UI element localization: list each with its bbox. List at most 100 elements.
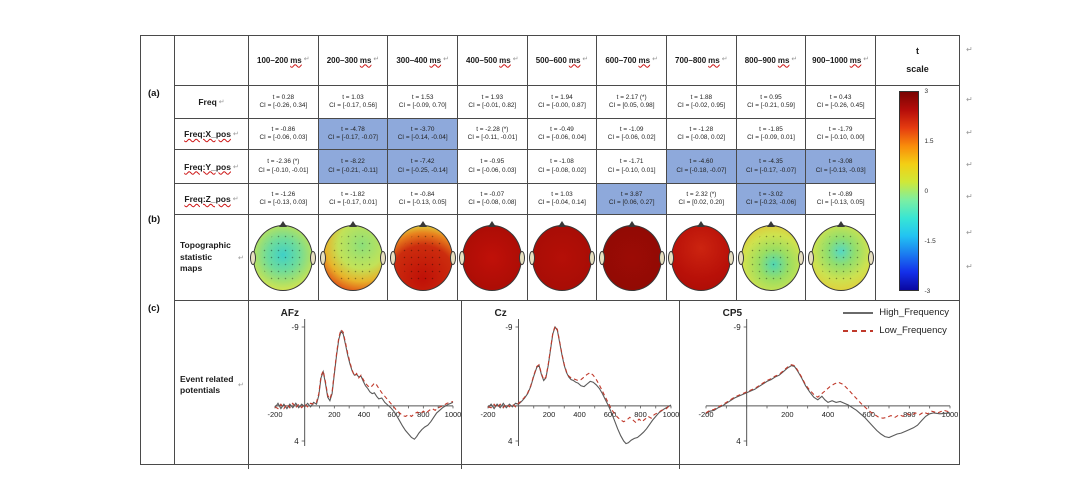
svg-text:CP5: CP5 — [723, 308, 743, 319]
t-scale-colorbar-cell: 3 1.5 0 -1.5 -3 — [875, 86, 959, 301]
head-right-ear-icon — [588, 250, 595, 265]
header-unit: ms — [638, 55, 651, 65]
t-scale-header-line1: t — [915, 46, 919, 57]
header-range: 400–500 — [466, 55, 498, 65]
head-right-ear-icon — [728, 250, 735, 265]
t-value: t = -0.86 — [271, 125, 296, 133]
figure-panel: (a) (b) (c) 100–200 ms ↵ 200–300 ms ↵ 300–400 m… — [140, 35, 960, 469]
erp-legend: High_Frequency Low_Frequency — [843, 307, 949, 343]
header-unit: ms — [849, 55, 862, 65]
t-scale-header: t scale — [875, 36, 959, 86]
svg-text:-9: -9 — [734, 323, 742, 332]
row-label-text: Freq:X_pos — [184, 129, 231, 139]
head-right-ear-icon — [797, 250, 804, 265]
head-nose-icon — [697, 220, 706, 227]
stat-cell: t = -3.02 CI = [-0.23, -0.06] — [736, 184, 807, 215]
electrode-dots — [818, 232, 863, 283]
stat-cell: t = -1.09 CI = [-0.06, 0.02] — [597, 119, 667, 150]
header-unit: ms — [429, 55, 442, 65]
stat-cell: t = 1.03 CI = [-0.17, 0.56] — [318, 86, 389, 119]
svg-text:-200: -200 — [267, 410, 282, 419]
stat-cell: t = -0.86 CI = [-0.06, 0.03] — [249, 119, 319, 150]
t-value: t = 1.03 — [551, 190, 573, 198]
return-mark: ↵ — [232, 196, 239, 203]
stat-cell: t = -1.08 CI = [-0.08, 0.02] — [527, 150, 598, 184]
legend-dashed-line-icon — [843, 329, 874, 332]
return-mark: ↵ — [238, 254, 244, 262]
ci-value: CI = [-0.13, 0.03] — [259, 199, 308, 206]
panel-marker-c: (c) — [148, 303, 160, 314]
colorbar-tick-label: -3 — [924, 288, 931, 295]
stat-cell: t = -1.71 CI = [-0.10, 0.01] — [597, 150, 667, 184]
stat-cell: t = -4.35 CI = [-0.17, -0.07] — [736, 150, 807, 184]
t-value: t = 0.43 — [829, 93, 852, 101]
header-range: 100–200 — [257, 55, 289, 65]
stat-cell: t = 2.17 (*) CI = [0.05, 0.98] — [597, 86, 667, 119]
ci-value: CI = [-0.09, 0.01] — [747, 134, 795, 141]
header-unit: ms — [359, 55, 372, 65]
head-nose-icon — [836, 220, 845, 227]
colorbar-tick-label: 3 — [924, 88, 929, 95]
t-value: t = 3.87 — [620, 190, 643, 198]
header-unit: ms — [499, 55, 511, 65]
erp-row-label-text: Event related potentials — [180, 373, 234, 395]
head-right-ear-icon — [519, 250, 526, 265]
topo-map-cell — [249, 215, 319, 301]
return-mark: ↵ — [721, 56, 728, 64]
t-value: t = -1.85 — [759, 125, 783, 133]
ci-value: CI = [-0.17, -0.07] — [328, 134, 378, 141]
ci-value: CI = [-0.08, 0.02] — [677, 134, 726, 141]
topo-head-map — [459, 220, 526, 291]
time-window-header: 500–600 ms ↵ — [527, 36, 598, 86]
return-mark: ↵ — [582, 56, 589, 64]
t-value: t = -4.60 — [689, 158, 714, 166]
stat-cell: t = -1.26 CI = [-0.13, 0.03] — [249, 184, 319, 215]
row-label-freq-y-pos: Freq:Y_pos ↵ — [175, 150, 249, 184]
ci-value: CI = [-0.25, -0.14] — [397, 166, 448, 174]
stat-cell: t = -7.42 CI = [-0.25, -0.14] — [388, 150, 458, 184]
erp-row-label: Event related potentials ↵ — [175, 301, 249, 469]
ci-value: CI = [0.02, 0.20] — [678, 199, 725, 206]
stats-table: 100–200 ms ↵ 200–300 ms ↵ 300–400 ms ↵ 400–500 ms ↵… — [175, 36, 959, 301]
colorbar-gradient — [899, 91, 920, 291]
topo-map-cell — [457, 215, 528, 301]
header-range: 500–600 — [535, 55, 567, 65]
ci-value: CI = [-0.26, 0.45] — [816, 102, 865, 109]
svg-text:600: 600 — [604, 410, 617, 419]
ci-value: CI = [-0.13, -0.03] — [815, 166, 866, 174]
electrode-dots — [400, 232, 445, 283]
t-value: t = 0.28 — [272, 93, 295, 101]
ci-value: CI = [-0.11, -0.01] — [467, 134, 518, 141]
svg-text:600: 600 — [387, 410, 400, 419]
time-window-header: 600–700 ms ↵ — [597, 36, 667, 86]
header-range: 800–900 — [744, 55, 776, 65]
svg-text:-9: -9 — [292, 323, 300, 332]
t-value: t = -0.95 — [480, 158, 505, 166]
return-mark: ↵ — [791, 56, 798, 64]
erp-trace-low_frequency — [274, 328, 454, 418]
stat-cell: t = -3.70 CI = [-0.14, -0.04] — [388, 119, 458, 150]
topo-head-map — [250, 220, 317, 291]
head-left-ear-icon — [807, 250, 814, 265]
head-left-ear-icon — [459, 250, 466, 265]
svg-text:Cz: Cz — [495, 308, 507, 319]
return-mark: ↵ — [373, 56, 380, 64]
svg-text:1000: 1000 — [445, 410, 461, 419]
header-unit: ms — [290, 55, 302, 65]
colorbar: 3 1.5 0 -1.5 -3 — [895, 88, 939, 295]
row-label-text: Freq:Y_pos — [184, 161, 231, 172]
erp-panel-cz: Cz -9 4 -200 200 400 600 800 1000 — [462, 301, 680, 469]
svg-text:-200: -200 — [698, 410, 713, 419]
row-label-freq-x-pos: Freq:X_pos ↵ — [175, 119, 249, 150]
ci-value: CI = [-0.13, 0.05] — [816, 199, 865, 206]
stat-cell: t = 3.87 CI = [0.06, 0.27] — [597, 184, 667, 215]
stat-cell: t = -0.07 CI = [-0.08, 0.08] — [457, 184, 528, 215]
colorbar-tick-label: 1.5 — [924, 138, 934, 145]
t-value: t = 1.03 — [342, 93, 364, 101]
svg-text:400: 400 — [358, 410, 371, 419]
legend-label: Low_Frequency — [879, 325, 947, 336]
head-right-ear-icon — [379, 250, 386, 265]
stat-cell: t = 0.95 CI = [-0.21, 0.59] — [736, 86, 807, 119]
return-mark: ↵ — [966, 128, 973, 137]
ci-value: CI = [-0.01, 0.82] — [468, 102, 517, 109]
